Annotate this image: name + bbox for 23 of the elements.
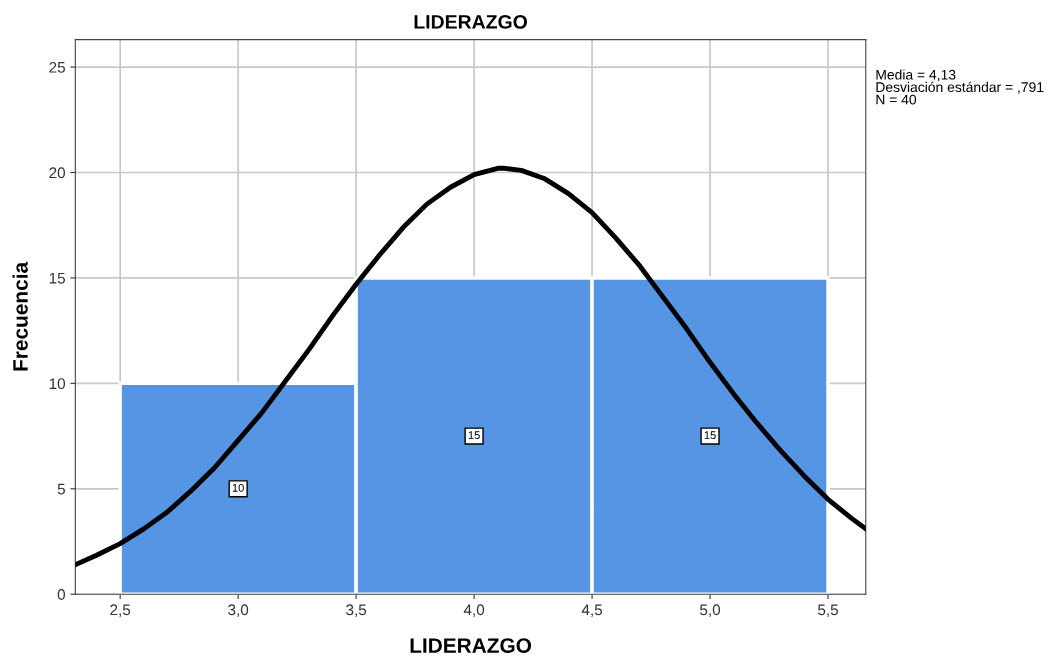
y-tick-label: 10 bbox=[49, 378, 66, 390]
x-tick-label: 4,0 bbox=[463, 604, 485, 617]
x-tick-label: 3,0 bbox=[228, 604, 249, 617]
text: N = 40 bbox=[876, 94, 917, 105]
y-tick-label: 20 bbox=[49, 167, 66, 179]
data-label: 15 bbox=[468, 431, 480, 440]
text: Desviación estándar = ,791 bbox=[876, 81, 1044, 94]
x-axis-title: LIDERAZGO bbox=[410, 638, 532, 653]
y-axis-title: Frecuencia bbox=[12, 261, 28, 371]
chart-title: LIDERAZGO bbox=[414, 14, 527, 29]
line-series bbox=[75, 165, 866, 568]
x-tick-label: 3,5 bbox=[346, 604, 367, 617]
data-label: 10 bbox=[232, 483, 244, 492]
y-tick-label: 0 bbox=[57, 589, 66, 600]
x-tick-label: 5,0 bbox=[700, 604, 721, 617]
x-tick-label: 2,5 bbox=[110, 604, 131, 617]
text: Media = 4,13 bbox=[876, 69, 956, 82]
y-tick-label: 25 bbox=[49, 61, 65, 73]
y-tick-label: 15 bbox=[49, 272, 65, 284]
y-tick-label: 5 bbox=[57, 483, 65, 495]
x-tick-label: 4,5 bbox=[581, 604, 603, 617]
data-label: 15 bbox=[704, 431, 716, 440]
x-tick-label: 5,5 bbox=[818, 604, 838, 617]
